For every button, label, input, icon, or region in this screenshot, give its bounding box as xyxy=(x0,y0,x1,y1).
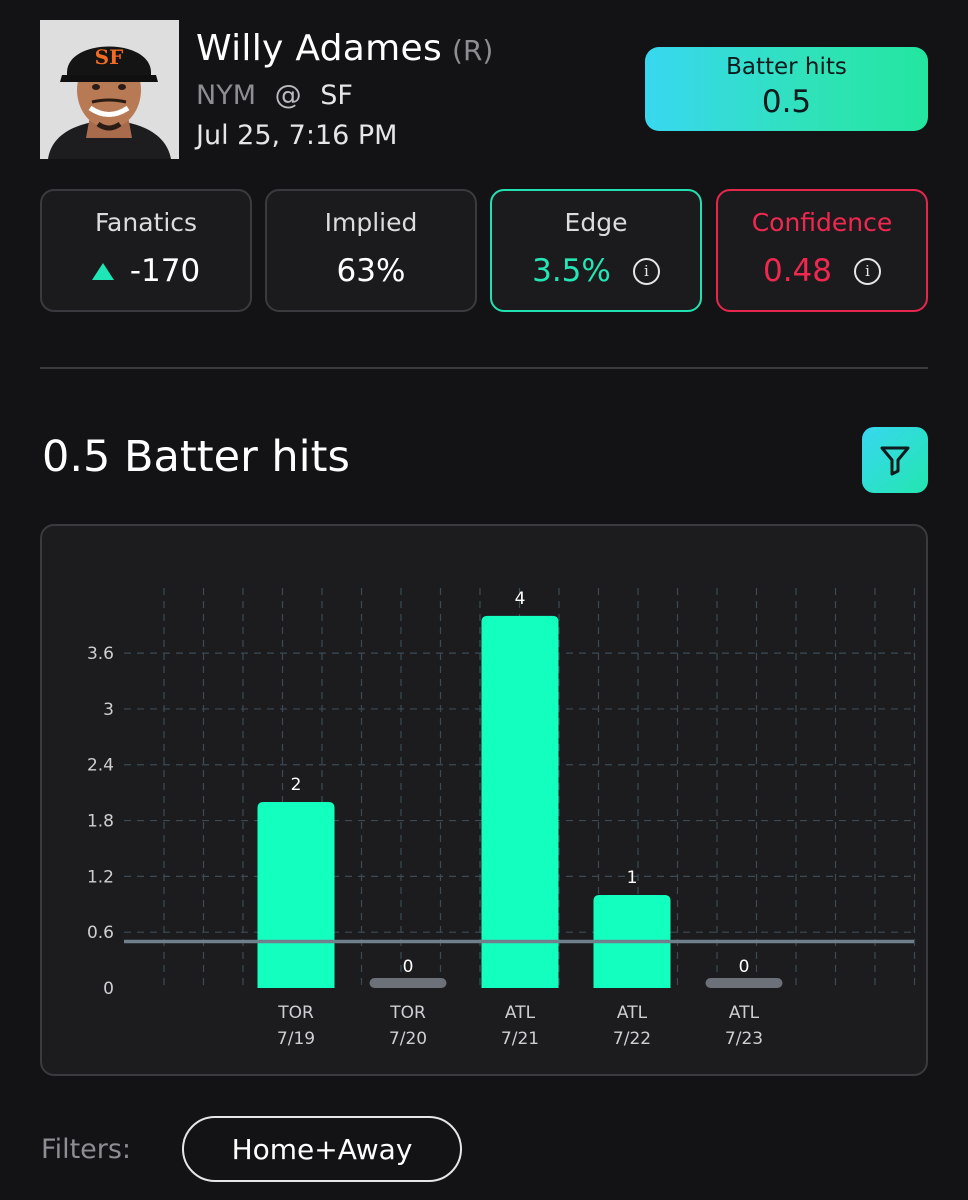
player-name-row: Willy Adames (R) xyxy=(196,28,493,69)
market-label: Batter hits xyxy=(726,54,847,80)
funnel-icon xyxy=(880,446,910,476)
home-away-filter-chip[interactable]: Home+Away xyxy=(182,1116,462,1182)
x-tick-team: ATL xyxy=(729,1003,760,1023)
hits-bar-chart: 0 0.6 1.2 1.8 2.4 3 3.6 2 TOR 7/19 0 TOR 7/20 4 ATL 7/2… xyxy=(87,588,916,1049)
y-tick-label: 1.8 xyxy=(87,812,114,832)
confidence-card: Confidence 0.48 i xyxy=(716,189,928,312)
up-triangle-icon xyxy=(91,262,114,280)
player-avatar: SF xyxy=(40,20,179,159)
x-tick-team: ATL xyxy=(505,1003,536,1023)
y-tick-label: 3.6 xyxy=(87,644,114,664)
fanatics-odds-card[interactable]: Fanatics -170 xyxy=(40,189,252,312)
x-tick-date: 7/23 xyxy=(725,1029,763,1049)
bar-value-label: 4 xyxy=(515,589,526,609)
bar-value-label: 1 xyxy=(627,868,638,888)
market-line: 0.5 xyxy=(761,84,812,120)
edge-title: Edge xyxy=(564,208,628,237)
edge-value: 3.5% xyxy=(532,253,611,289)
bar xyxy=(481,615,559,988)
bar xyxy=(705,978,783,988)
x-tick-team: TOR xyxy=(389,1003,426,1023)
fanatics-title: Fanatics xyxy=(94,208,198,237)
edge-info-icon[interactable]: i xyxy=(632,257,660,285)
bar-value-label: 2 xyxy=(291,775,302,795)
player-name: Willy Adames xyxy=(196,28,443,69)
matchup: NYM @ SF xyxy=(196,80,353,111)
filter-button[interactable] xyxy=(862,427,928,493)
fanatics-odds: -170 xyxy=(129,253,201,289)
y-tick-label: 1.2 xyxy=(87,867,114,887)
x-tick-date: 7/19 xyxy=(277,1029,315,1049)
game-time: Jul 25, 7:16 PM xyxy=(196,120,398,151)
x-tick-date: 7/21 xyxy=(501,1029,539,1049)
at-symbol: @ xyxy=(274,80,302,111)
svg-text:SF: SF xyxy=(95,45,124,69)
section-title: 0.5 Batter hits xyxy=(42,432,350,482)
home-team: SF xyxy=(320,80,353,111)
x-tick-team: ATL xyxy=(617,1003,648,1023)
implied-value: 63% xyxy=(336,253,406,289)
y-tick-label: 0.6 xyxy=(87,923,114,943)
x-tick-date: 7/20 xyxy=(389,1029,427,1049)
implied-title: Implied xyxy=(324,208,418,237)
confidence-title: Confidence xyxy=(751,208,893,237)
filters-label: Filters: xyxy=(41,1134,132,1165)
away-team: NYM xyxy=(196,80,256,111)
market-button[interactable]: Batter hits 0.5 xyxy=(645,47,928,131)
bar-value-label: 0 xyxy=(739,957,750,977)
bar xyxy=(369,978,447,988)
confidence-info-icon[interactable]: i xyxy=(854,257,882,285)
x-tick-team: TOR xyxy=(277,1003,314,1023)
divider xyxy=(40,367,928,369)
player-handedness: (R) xyxy=(452,34,494,67)
y-tick-label: 2.4 xyxy=(87,756,114,776)
player-photo-icon: SF xyxy=(40,20,179,159)
hits-chart: 0 0.6 1.2 1.8 2.4 3 3.6 2 TOR 7/19 0 TOR 7/20 4 ATL 7/2… xyxy=(40,524,928,1076)
confidence-value: 0.48 xyxy=(762,253,833,289)
bar xyxy=(257,801,335,988)
x-tick-date: 7/22 xyxy=(613,1029,651,1049)
edge-card: Edge 3.5% i xyxy=(490,189,702,312)
bar-value-label: 0 xyxy=(403,957,414,977)
y-tick-label: 0 xyxy=(103,979,114,999)
y-tick-label: 3 xyxy=(103,700,114,720)
implied-probability-card: Implied 63% xyxy=(265,189,477,312)
